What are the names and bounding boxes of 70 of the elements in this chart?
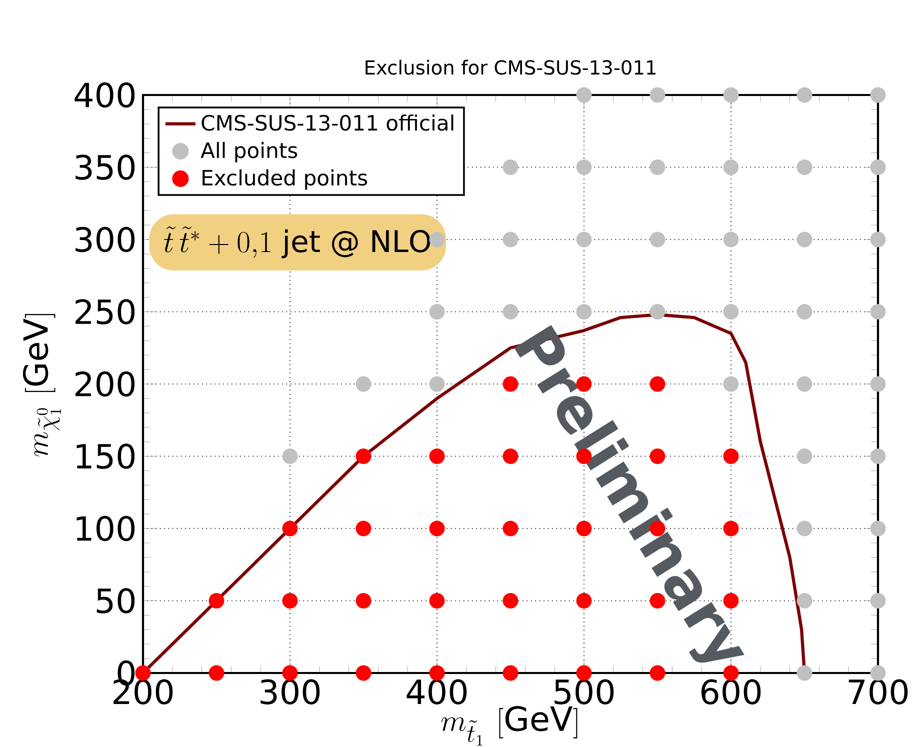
point [356,593,372,608]
point [429,520,445,536]
y-tick-label: 350 [76,154,135,180]
point [282,448,298,464]
point [870,232,886,248]
point [796,665,812,681]
chart-title: Exclusion for CMS-SUS-13-011 [366,60,656,75]
point [429,304,445,320]
x-tick-label: 600 [701,679,761,704]
point [870,376,886,392]
point [356,520,372,536]
point [723,304,739,320]
point [429,593,445,608]
point [650,665,666,681]
point [796,87,812,103]
point [429,376,445,392]
x-tick-label: 700 [848,679,908,704]
point [576,232,592,248]
legend-label: CMS-SUS-13-011 official [202,114,454,131]
point [208,593,224,608]
point [429,448,445,464]
y-tick-label: 250 [76,299,135,324]
point [356,448,372,464]
point [502,232,518,248]
point [650,160,666,175]
y-tick-label: 400 [74,82,135,108]
point [723,160,739,175]
y-tick-label: 200 [76,371,135,397]
x-axis-title: $m_{\tilde{t}_1}\ [\mathrm{GeV}]$ [441,706,578,746]
point [723,232,739,248]
point [429,232,445,248]
point [796,448,812,464]
point [870,87,886,103]
point [650,304,666,320]
point [282,520,298,536]
annotation: $\tilde{t}\,\tilde{t}^{*} + 0{,}1\ \mathrm{jet}\ @\ \mathrm{NLO}$ [164,226,430,258]
x-tick-label: 500 [554,679,614,704]
point [356,665,372,681]
x-tick-label: 400 [406,679,467,704]
point [576,160,592,175]
point [870,160,886,175]
point [870,448,886,464]
point [870,593,886,608]
point [502,160,518,175]
point [208,665,224,681]
point [502,304,518,320]
point [796,160,812,175]
point [576,304,592,320]
point [870,520,886,536]
point [356,376,372,392]
x-tick-label: 300 [260,679,320,704]
y-tick-label: 300 [76,226,135,252]
point [796,376,812,392]
y-tick-label: 100 [76,516,135,542]
point [650,87,666,103]
point [502,665,518,681]
point [796,232,812,248]
point [723,87,739,103]
legend-label: Excluded points [202,169,367,190]
point [650,232,666,248]
legend-label: All points [200,142,298,162]
point [282,593,298,608]
point [796,593,812,608]
point [796,520,812,536]
y-tick-label: 50 [96,588,135,614]
y-tick-label: 150 [76,444,135,469]
y-axis-title: $m_{\tilde{\chi}_1^0}\ [\mathrm{GeV}]$ [22,314,61,456]
point [796,304,812,320]
point [576,87,592,103]
point [870,304,886,320]
